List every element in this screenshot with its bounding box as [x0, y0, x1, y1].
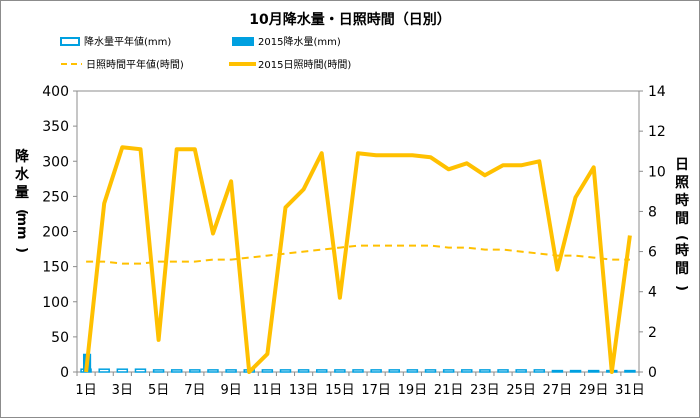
left-tick-label: 200	[42, 225, 69, 241]
normal-precip-bar	[388, 369, 400, 373]
left-axis: 0 50 100 150 200 250 300 350 400	[42, 84, 77, 381]
right-axis-label-char: 時	[675, 242, 689, 259]
right-axis-label-part: (	[674, 235, 689, 241]
legend-2015-sunshine-label: 2015日照時間(時間)	[258, 59, 351, 71]
x-tick-label: 29日	[579, 383, 609, 398]
x-tick-label: 3日	[112, 383, 133, 398]
left-axis-label-char: (	[14, 209, 29, 215]
normal-precip-bar	[170, 369, 183, 373]
legend: 降水量平年値(mm) 2015降水量(mm) 日照時間平年値(時間) 2015日…	[60, 35, 351, 71]
legend-normal-precip-swatch	[60, 37, 80, 46]
normal-precip-bar	[624, 369, 636, 373]
x-tick-label: 27日	[543, 383, 573, 398]
left-tick-label: 50	[51, 330, 69, 346]
x-tick-label: 25日	[506, 383, 536, 398]
normal-precip-bar	[134, 368, 147, 373]
normal-precip-bar	[261, 369, 274, 373]
normal-precip-bar	[406, 369, 419, 373]
x-tick-label: 21日	[434, 383, 464, 398]
left-axis-label-char: 水	[15, 166, 30, 183]
normal-sunshine-line	[86, 244, 630, 265]
right-axis-label-part: )	[674, 285, 689, 291]
normal-precip-bar	[587, 369, 600, 373]
normal-precip-bar	[424, 369, 437, 373]
x-tick-label: 9日	[220, 383, 241, 398]
left-tick-label: 0	[60, 365, 69, 381]
normal-precip-bar	[225, 369, 237, 373]
right-tick-label: 4	[648, 285, 657, 301]
right-axis-label: 日照時間(時間)	[674, 157, 689, 291]
left-axis-label-part: (	[14, 209, 29, 215]
x-tick-label: 11日	[253, 383, 283, 398]
right-axis-label-char: (	[674, 235, 689, 241]
precip-2015-bar	[554, 371, 563, 372]
normal-precip-bar	[207, 369, 219, 373]
left-tick-label: 150	[42, 260, 69, 276]
legend-normal-sunshine-label: 日照時間平年値(時間)	[86, 58, 184, 71]
normal-precip-bar	[515, 369, 527, 373]
legend-2015-precip-label: 2015降水量(mm)	[258, 35, 341, 48]
right-tick-label: 14	[648, 84, 666, 100]
left-axis-label-char: 量	[15, 185, 29, 201]
left-tick-label: 250	[42, 189, 69, 205]
right-axis: 0 2 4 6 8 10 12 14	[639, 84, 666, 381]
x-tick-label: 13日	[289, 383, 319, 398]
normal-precip-bar	[479, 369, 491, 373]
right-tick-label: 2	[648, 325, 657, 341]
normal-precip-bar	[152, 369, 165, 373]
normal-precip-bar	[370, 369, 382, 373]
right-tick-label: 8	[648, 204, 657, 220]
left-axis-label: 降水量 (mm)	[14, 148, 30, 253]
normal-precip-bar	[569, 369, 582, 373]
normal-precip-bar	[461, 369, 473, 373]
left-tick-label: 100	[42, 295, 69, 311]
x-axis: 1日 3日 5日 7日 9日 11日 13日 15日 17日 19日 21日 23日 25日 27日 29日…	[75, 372, 645, 398]
left-tick-label: 300	[42, 154, 69, 170]
right-tick-label: 12	[648, 124, 666, 140]
x-tick-label: 5日	[148, 383, 169, 398]
normal-precip-bar	[533, 369, 546, 373]
right-tick-label: 6	[648, 245, 657, 261]
normal-precip-bar	[334, 369, 346, 373]
left-tick-label: 350	[42, 119, 69, 135]
legend-normal-precip-label: 降水量平年値(mm)	[84, 35, 171, 48]
right-axis-label-char: 間	[675, 211, 689, 227]
left-tick-label: 400	[42, 84, 69, 100]
x-tick-label: 17日	[361, 383, 391, 398]
right-axis-label-char: 照	[675, 175, 689, 191]
normal-precip-bar	[279, 369, 292, 373]
normal-precip-bar	[297, 369, 310, 373]
right-axis-label-char: 時	[675, 192, 689, 209]
normal-precip-bar	[116, 368, 129, 373]
left-axis-label-char: )	[14, 247, 29, 253]
right-axis-label-char: 間	[675, 261, 689, 277]
legend-2015-precip-swatch	[232, 37, 254, 46]
left-axis-label-part: )	[14, 247, 29, 253]
left-axis-label-char: mm	[14, 212, 29, 239]
normal-precip-bar	[189, 369, 201, 373]
normal-precip-bar	[352, 369, 364, 373]
x-tick-label: 23日	[470, 383, 500, 398]
right-axis-label-char: 日	[675, 157, 689, 173]
right-tick-label: 0	[648, 365, 657, 381]
left-axis-label-part: mm	[14, 212, 29, 239]
normal-precip-bar	[316, 369, 328, 373]
normal-precip-bar	[497, 369, 509, 373]
left-axis-label-char: 降	[15, 148, 30, 165]
x-tick-label: 7日	[184, 383, 205, 398]
chart-title: 10月降水量・日照時間（日別）	[249, 11, 450, 28]
x-tick-label: 15日	[325, 383, 355, 398]
sunshine-2015-line	[84, 145, 632, 374]
right-tick-label: 10	[648, 164, 666, 180]
x-tick-label: 31日	[615, 383, 645, 398]
x-tick-label: 19日	[398, 383, 428, 398]
normal-precip-bar	[98, 368, 110, 373]
sunshine-series	[84, 145, 632, 374]
normal-precip-bar	[442, 369, 455, 373]
x-tick-label: 1日	[75, 383, 96, 398]
right-axis-label-char: )	[674, 285, 689, 291]
